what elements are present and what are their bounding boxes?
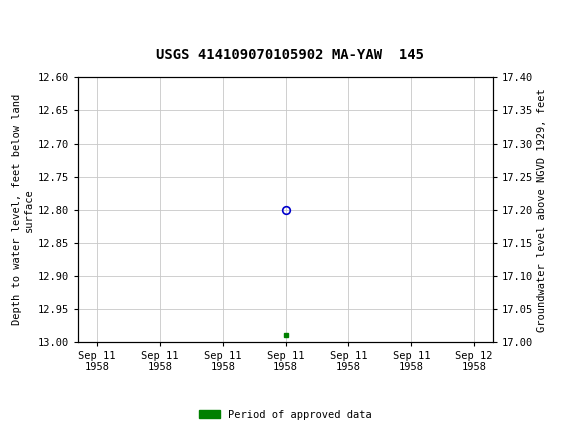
Y-axis label: Depth to water level, feet below land
surface: Depth to water level, feet below land su… <box>12 94 34 325</box>
Text: ≡: ≡ <box>0 9 19 32</box>
Legend: Period of approved data: Period of approved data <box>195 405 376 424</box>
Text: USGS 414109070105902 MA-YAW  145: USGS 414109070105902 MA-YAW 145 <box>156 48 424 62</box>
Text: USGS: USGS <box>4 12 60 29</box>
Y-axis label: Groundwater level above NGVD 1929, feet: Groundwater level above NGVD 1929, feet <box>538 88 548 332</box>
